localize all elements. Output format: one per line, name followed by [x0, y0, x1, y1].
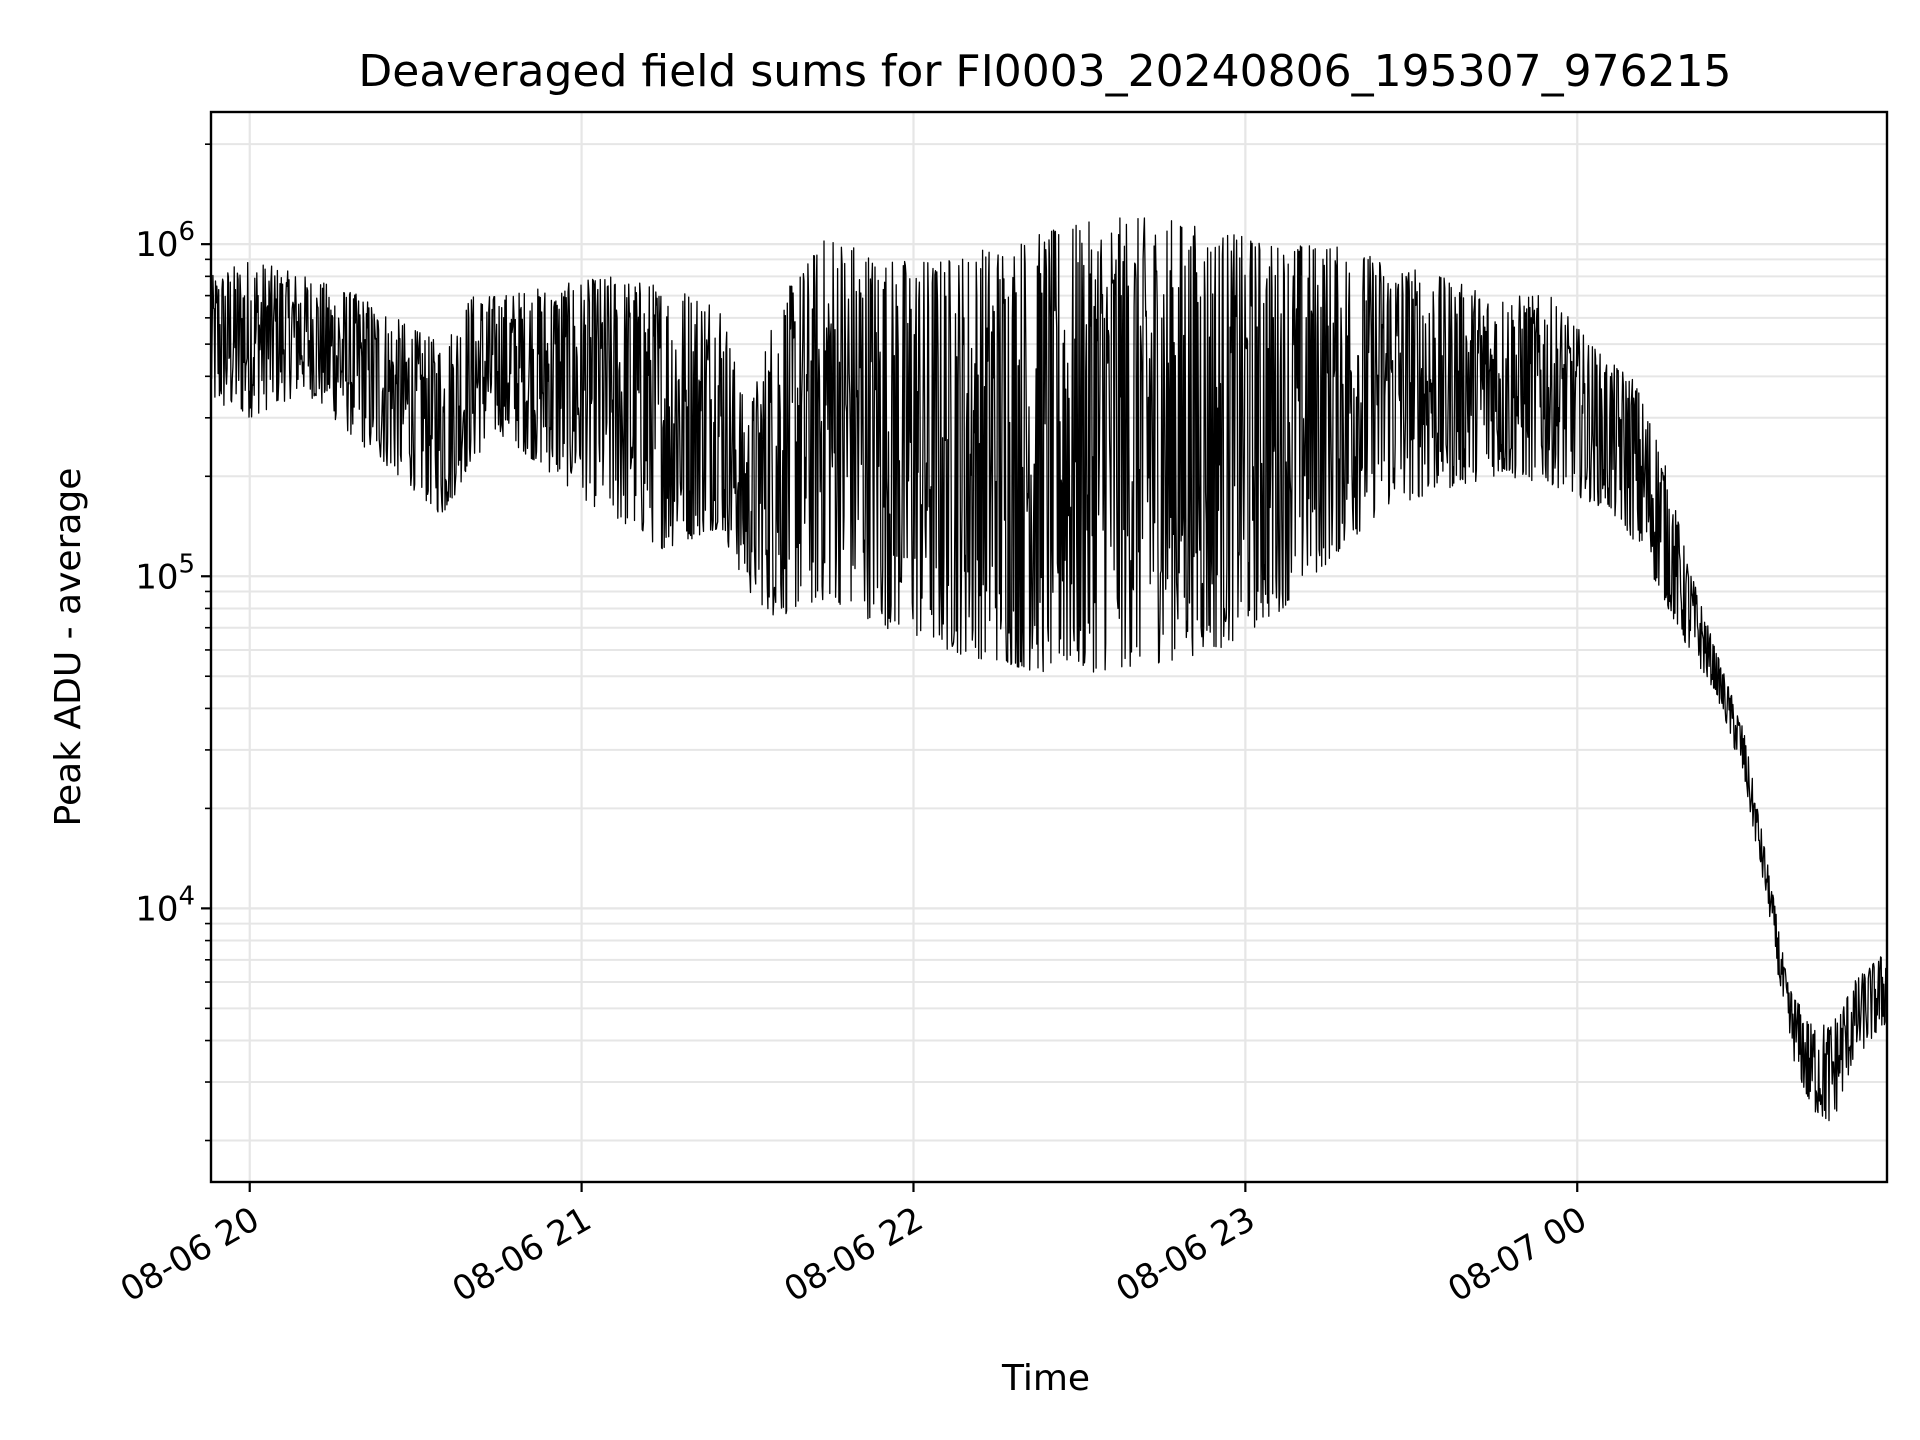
x-tick-label: 08-06 20: [114, 1199, 266, 1310]
chart-title: Deaveraged field sums for FI0003_2024080…: [358, 46, 1731, 97]
x-axis: 08-06 20 08-06 21 08-06 22 08-06 23 08-07 00: [114, 1182, 1594, 1310]
series-line-group: [210, 217, 1888, 1122]
y-axis: 104 105 106: [135, 143, 211, 1142]
y-axis-label: Peak ADU - average: [48, 468, 89, 827]
x-tick-label: 08-06 23: [1109, 1199, 1261, 1310]
x-tick-label: 08-07 00: [1441, 1199, 1593, 1310]
x-tick-label: 08-06 21: [446, 1199, 598, 1310]
series-line: [210, 217, 1888, 1122]
y-tick-label: 104: [135, 881, 195, 929]
plot-frame: [209, 110, 1889, 1184]
x-tick-label: 08-06 22: [778, 1199, 930, 1310]
y-tick-label: 106: [135, 217, 195, 265]
x-axis-label: Time: [1001, 1358, 1090, 1399]
y-tick-label: 105: [135, 549, 195, 597]
